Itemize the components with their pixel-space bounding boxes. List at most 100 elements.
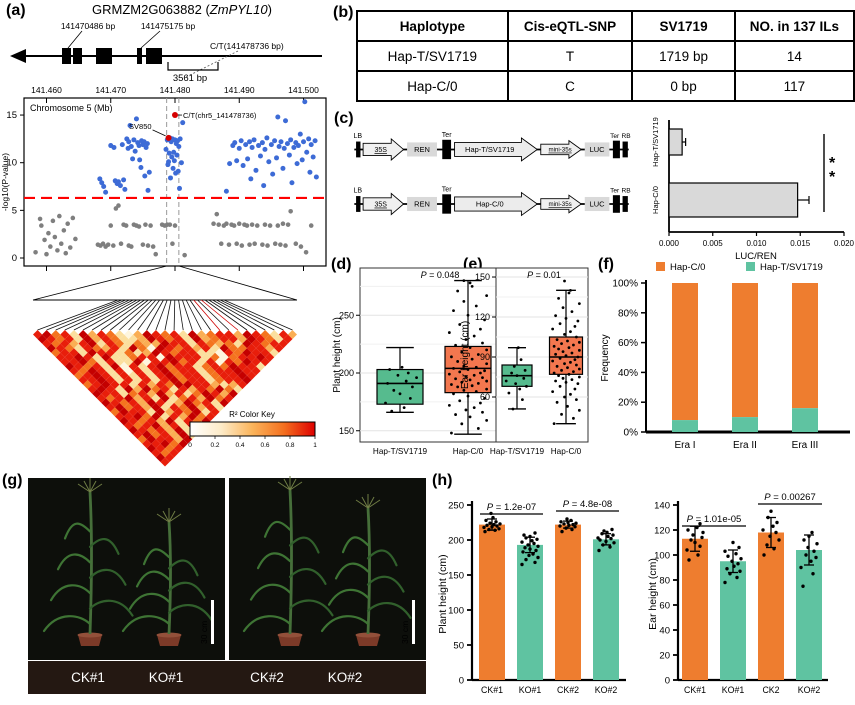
maize-plant bbox=[42, 478, 134, 646]
svg-text:Ter: Ter bbox=[610, 188, 620, 195]
gene-title: GRMZM2G063882 (ZmPYL10) bbox=[52, 2, 312, 17]
svg-text:40%: 40% bbox=[618, 368, 638, 379]
svg-text:35S: 35S bbox=[374, 202, 387, 209]
svg-text:LUC: LUC bbox=[590, 200, 606, 209]
svg-text:200: 200 bbox=[448, 536, 464, 547]
svg-text:Hap-T/SV1719: Hap-T/SV1719 bbox=[465, 145, 514, 154]
svg-text:141.500: 141.500 bbox=[288, 85, 319, 95]
svg-text:P = 0.01: P = 0.01 bbox=[527, 270, 561, 280]
svg-text:80%: 80% bbox=[618, 308, 638, 319]
svg-text:1: 1 bbox=[313, 442, 317, 449]
panel-a-label: (a) bbox=[6, 2, 26, 19]
svg-text:Hap-T/SV1719: Hap-T/SV1719 bbox=[651, 117, 660, 167]
svg-text:0.4: 0.4 bbox=[235, 442, 244, 449]
svg-text:*: * bbox=[829, 169, 836, 186]
hap-t-segment bbox=[792, 408, 818, 432]
svg-text:Era II: Era II bbox=[733, 440, 757, 451]
cell: 0 bp bbox=[631, 70, 736, 102]
svg-text:30 cm: 30 cm bbox=[199, 621, 209, 644]
svg-text:0: 0 bbox=[188, 442, 192, 449]
svg-text:141475175 bp: 141475175 bp bbox=[141, 21, 196, 31]
panel-c-label: (c) bbox=[334, 110, 354, 127]
gene-direction-arrow bbox=[10, 49, 26, 63]
svg-text:0%: 0% bbox=[624, 428, 639, 439]
svg-text:150: 150 bbox=[475, 272, 490, 282]
bar bbox=[720, 561, 746, 680]
panel-h-label: (h) bbox=[432, 472, 453, 489]
bar bbox=[555, 524, 581, 680]
svg-text:20%: 20% bbox=[618, 398, 638, 409]
panel-g-label: (g) bbox=[2, 472, 23, 489]
photo-label: KO#2 bbox=[327, 670, 363, 685]
svg-text:C/T(chr5_141478736): C/T(chr5_141478736) bbox=[183, 111, 257, 120]
panel-b-label: (b) bbox=[333, 4, 354, 21]
panel-f-label: (f) bbox=[598, 256, 614, 273]
svg-text:250: 250 bbox=[448, 501, 464, 512]
svg-text:R² Color Key: R² Color Key bbox=[229, 410, 275, 419]
svg-text:0.2: 0.2 bbox=[210, 442, 219, 449]
svg-text:Ear height (cm): Ear height (cm) bbox=[460, 321, 471, 389]
svg-text:Hap-C/0: Hap-C/0 bbox=[453, 447, 484, 456]
bar bbox=[758, 532, 784, 680]
svg-text:140: 140 bbox=[654, 501, 670, 512]
gene-model-diagram: 141470486 bp 141475175 bp C/T(141478736 bp… bbox=[10, 21, 322, 84]
svg-text:Hap-C/0: Hap-C/0 bbox=[476, 200, 504, 209]
svg-text:0.015: 0.015 bbox=[790, 239, 811, 248]
maize-plant bbox=[121, 508, 213, 646]
svg-text:Era I: Era I bbox=[674, 440, 695, 451]
gene-title-italic: ZmPYL10 bbox=[209, 2, 268, 17]
table-header-row: Haplotype Cis-eQTL-SNP SV1719 NO. in 137… bbox=[356, 10, 855, 42]
sv850-point bbox=[165, 134, 172, 141]
svg-text:LUC: LUC bbox=[590, 145, 606, 154]
svg-text:RB: RB bbox=[622, 133, 632, 140]
svg-text:P = 0.00267: P = 0.00267 bbox=[764, 492, 816, 503]
hap-c0-segment bbox=[672, 283, 698, 421]
svg-text:Hap-T/SV1719: Hap-T/SV1719 bbox=[760, 262, 823, 273]
svg-text:P = 0.048: P = 0.048 bbox=[421, 270, 460, 280]
svg-text:REN: REN bbox=[414, 145, 430, 154]
ko-plant-height-chart: 0 50 100 150 200 250 Plant height (cm) CK#1 KO#1… bbox=[437, 499, 626, 695]
svg-text:60: 60 bbox=[659, 601, 670, 612]
svg-text:CK#2: CK#2 bbox=[557, 685, 579, 695]
box bbox=[376, 368, 424, 405]
svg-text:CK#1: CK#1 bbox=[684, 685, 706, 695]
header-cell: NO. in 137 ILs bbox=[733, 10, 855, 42]
svg-text:3561 bp: 3561 bp bbox=[173, 73, 207, 84]
hap-c0-segment bbox=[732, 283, 758, 418]
svg-text:0.000: 0.000 bbox=[659, 239, 680, 248]
plant-photos: 30 cm 30 cm bbox=[28, 476, 426, 660]
svg-text:20: 20 bbox=[659, 651, 670, 662]
svg-text:Hap-T/SV1719: Hap-T/SV1719 bbox=[490, 447, 545, 456]
svg-text:mini-35s: mini-35s bbox=[549, 147, 572, 154]
scale-bar bbox=[412, 600, 415, 644]
svg-text:*: * bbox=[829, 155, 836, 172]
svg-text:0.8: 0.8 bbox=[285, 442, 294, 449]
luc-ren-bar bbox=[668, 128, 683, 156]
table-row: Hap-C/0 C 0 bp 117 bbox=[356, 70, 855, 102]
svg-text:Plant height (cm): Plant height (cm) bbox=[437, 554, 449, 633]
photo-label: CK#1 bbox=[71, 670, 105, 685]
svg-text:SV850: SV850 bbox=[129, 122, 152, 131]
cell: C bbox=[506, 70, 634, 102]
haplotype-table: Haplotype Cis-eQTL-SNP SV1719 NO. in 137… bbox=[356, 10, 855, 102]
gray-points bbox=[33, 203, 314, 258]
svg-text:Ter: Ter bbox=[442, 132, 452, 139]
svg-text:10: 10 bbox=[6, 158, 17, 169]
svg-text:C/T(141478736 bp): C/T(141478736 bp) bbox=[210, 41, 284, 51]
svg-text:5: 5 bbox=[12, 205, 17, 216]
hap-t-segment bbox=[732, 417, 758, 432]
svg-text:0.005: 0.005 bbox=[703, 239, 724, 248]
bar bbox=[796, 550, 822, 680]
svg-text:0: 0 bbox=[459, 676, 464, 687]
svg-text:80: 80 bbox=[659, 576, 670, 587]
scale-bar bbox=[211, 600, 214, 644]
svg-text:KO#1: KO#1 bbox=[519, 685, 542, 695]
svg-text:Ter: Ter bbox=[442, 187, 452, 194]
ko-ear-height-chart: 0 20 40 60 80 100 120 140 Ear height (cm) CK#1 KO#… bbox=[647, 492, 828, 695]
cell: Hap-T/SV1719 bbox=[356, 40, 509, 72]
svg-text:141.480: 141.480 bbox=[160, 85, 191, 95]
